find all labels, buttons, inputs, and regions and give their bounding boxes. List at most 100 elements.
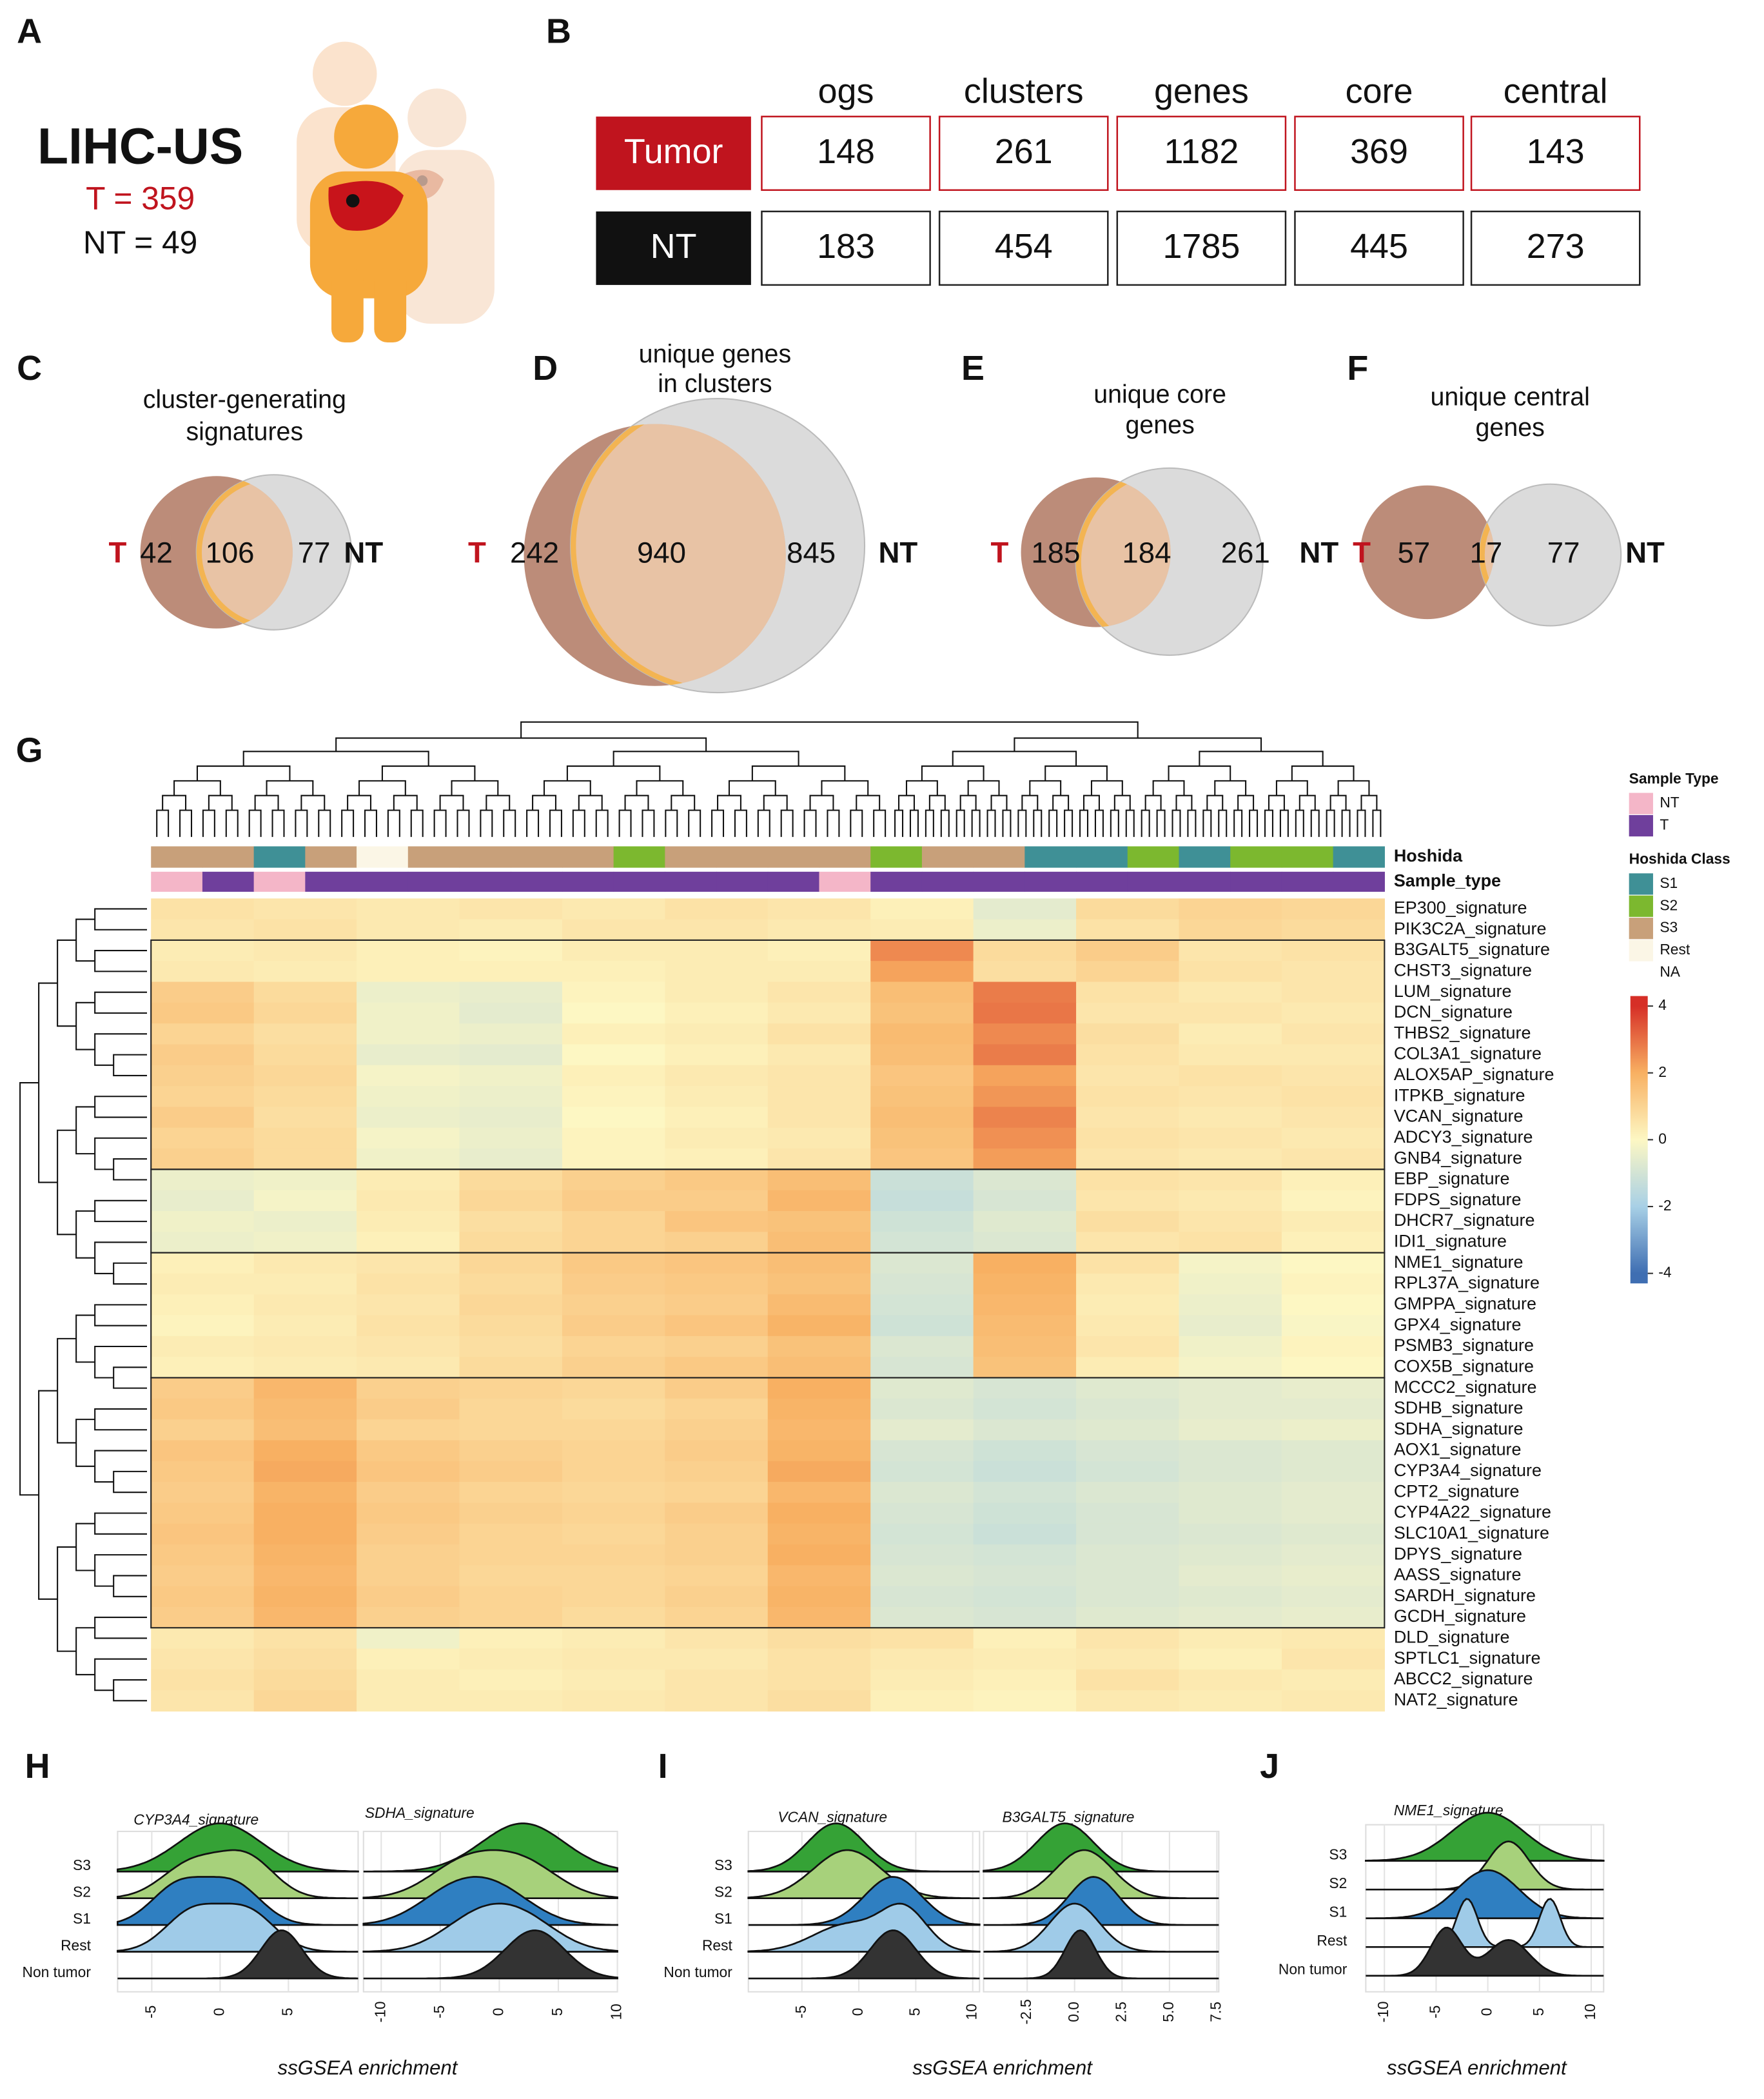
heatmap-cell <box>973 1586 1077 1608</box>
heatmap-cell <box>562 1002 665 1024</box>
row-cluster-box <box>150 1377 1386 1629</box>
heatmap-cell <box>665 1335 769 1357</box>
venn-left-only: 242 <box>510 537 559 569</box>
heatmap-cell <box>767 1148 871 1170</box>
heatmap-cell <box>253 1461 357 1483</box>
venn-both: 940 <box>637 537 686 569</box>
heatmap-cell <box>1281 1565 1385 1587</box>
heatmap-cell <box>767 1648 871 1670</box>
x-tick-label: 0 <box>849 2008 866 2016</box>
heatmap-cell <box>665 1357 769 1379</box>
ridge <box>1364 1811 1605 1862</box>
heatmap-cell <box>459 1148 563 1170</box>
heatmap-cell <box>1076 1023 1180 1045</box>
heatmap-cell <box>1179 1440 1282 1462</box>
heatmap-cell <box>459 1669 563 1691</box>
ridge <box>748 1876 981 1926</box>
heatmap-cell <box>562 1357 665 1379</box>
heatmap-cell <box>151 898 255 920</box>
heatmap-cell <box>357 1148 460 1170</box>
venn-right: NT <box>1299 537 1338 569</box>
row-label: GCDH_signature <box>1394 1606 1526 1626</box>
annotation-cell <box>716 871 769 892</box>
heatmap-cell <box>562 1335 665 1357</box>
heatmap-cell <box>665 1210 769 1232</box>
colorbar-tick-label: -4 <box>1658 1264 1672 1281</box>
heatmap-cell <box>1281 1419 1385 1441</box>
heatmap-cell <box>253 961 357 983</box>
row-label: COL3A1_signature <box>1394 1044 1542 1063</box>
x-tick-label: 5 <box>1530 2008 1547 2016</box>
heatmap-cell <box>870 961 974 983</box>
heatmap-cell <box>973 1377 1077 1399</box>
annotation-cell <box>407 846 460 868</box>
ridge-row-label: Rest <box>1317 1932 1348 1949</box>
heatmap-cell <box>1281 1210 1385 1232</box>
heatmap-cell <box>357 1002 460 1024</box>
heatmap-cell <box>253 981 357 1003</box>
ridge-row-label: S2 <box>714 1883 732 1900</box>
heatmap-cell <box>151 961 255 983</box>
heatmap-cell <box>870 1190 974 1212</box>
venn-right-only: 77 <box>298 537 331 569</box>
heatmap-cell <box>357 1044 460 1066</box>
heatmap-cell <box>151 1586 255 1608</box>
row-label-box <box>596 116 751 190</box>
plot-title: B3GALT5_signature <box>1003 1808 1135 1825</box>
heatmap-cell <box>253 1586 357 1608</box>
heatmap-cell <box>1281 1503 1385 1524</box>
annotation-cell <box>613 846 665 868</box>
heatmap-cell <box>459 1169 563 1191</box>
heatmap-cell <box>357 1023 460 1045</box>
x-tick-label: -10 <box>371 2001 388 2022</box>
row-label: CYP4A22_signature <box>1394 1503 1551 1522</box>
heatmap-cell <box>1281 1398 1385 1420</box>
heatmap-cell <box>562 1398 665 1420</box>
legend-swatch <box>1629 814 1653 837</box>
x-axis-label: ssGSEA enrichment <box>1387 2056 1567 2079</box>
heatmap-cell <box>973 1169 1077 1191</box>
heatmap-cell <box>357 898 460 920</box>
ridge-row-label: Rest <box>61 1936 92 1953</box>
heatmap-cell <box>562 1023 665 1045</box>
heatmap-cell <box>459 1335 563 1357</box>
heatmap-cell <box>459 1440 563 1462</box>
heatmap-cell <box>665 1315 769 1337</box>
row-label: DHCR7_signature <box>1394 1210 1535 1230</box>
heatmap-cell <box>562 1503 665 1524</box>
heatmap-cell <box>562 1586 665 1608</box>
heatmap-cell <box>253 1565 357 1587</box>
plot-title: SDHA_signature <box>365 1804 475 1821</box>
heatmap-cell <box>870 1628 974 1650</box>
heatmap-cell <box>870 1648 974 1670</box>
panel-label: H <box>25 1747 50 1786</box>
plot-title: VCAN_signature <box>778 1808 887 1825</box>
heatmap-cell <box>1281 1023 1385 1045</box>
heatmap-cell <box>973 1523 1077 1545</box>
heatmap-cell <box>1281 1669 1385 1691</box>
table-value: 369 <box>1350 132 1408 171</box>
heatmap-cell <box>151 1690 255 1712</box>
annotation-cell <box>613 871 665 892</box>
heatmap-cell <box>357 1127 460 1149</box>
heatmap-cell <box>1076 1210 1180 1232</box>
heatmap-cell <box>1179 1377 1282 1399</box>
venn-left-only: 57 <box>1398 537 1431 569</box>
heatmap-cell <box>665 1669 769 1691</box>
heatmap-cell <box>1076 1065 1180 1087</box>
colorbar-tick-label: 4 <box>1658 996 1667 1013</box>
ridge <box>363 1929 618 1980</box>
venn-left-only: 185 <box>1031 537 1080 569</box>
column-header: genes <box>1154 72 1249 111</box>
heatmap-cell <box>973 1690 1077 1712</box>
heatmap-cell <box>459 1086 563 1108</box>
column-header: core <box>1346 72 1413 111</box>
heatmap-cell <box>1281 1169 1385 1191</box>
heatmap-cell <box>1076 1523 1180 1545</box>
heatmap-cell <box>1179 1586 1282 1608</box>
panel-label: G <box>16 731 43 770</box>
venn-title: unique core <box>1093 380 1226 408</box>
row-label: EP300_signature <box>1394 898 1527 918</box>
heatmap-cell <box>665 1190 769 1212</box>
heatmap-cell <box>357 1398 460 1420</box>
